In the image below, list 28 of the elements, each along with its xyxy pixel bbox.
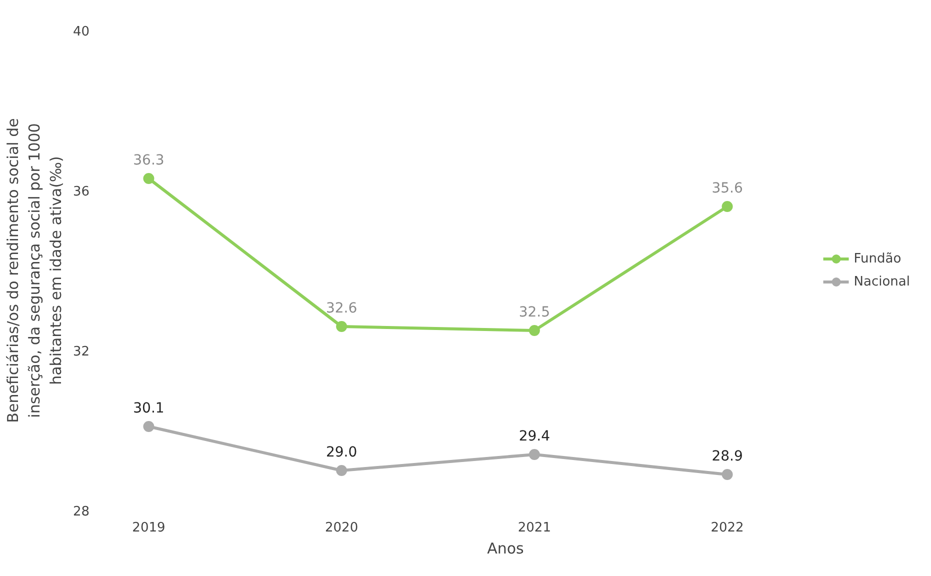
y-tick-label: 40 (72, 24, 90, 40)
point (336, 465, 348, 476)
point (143, 421, 154, 432)
y-tick-label: 36 (72, 184, 90, 200)
point (722, 469, 733, 480)
data-label: 29.4 (518, 428, 550, 444)
x-tick-label: 2022 (710, 520, 744, 536)
point (336, 321, 348, 332)
point (528, 325, 540, 336)
y-tick-label: 28 (72, 504, 90, 520)
data-label: 35.6 (712, 180, 743, 196)
data-label: 30.1 (133, 400, 164, 416)
y-axis-title: Beneficiárias/os do rendimento social de inserção, da segurança social por 1000 habitantes em idade ativa(‰) (4, 118, 65, 423)
data-label: 32.6 (326, 300, 358, 316)
point (528, 449, 540, 460)
data-label: 28.9 (712, 448, 743, 464)
point (722, 201, 733, 212)
data-label: 29.0 (326, 444, 358, 460)
x-tick-label: 2021 (518, 520, 551, 536)
x-tick-label: 2019 (132, 520, 166, 536)
legend-label: Nacional (854, 274, 910, 289)
data-label: 32.5 (518, 304, 550, 320)
x-tick-label: 2020 (325, 520, 358, 536)
data-label: 36.3 (133, 152, 164, 168)
x-axis-title: Anos (487, 540, 524, 558)
legend-label: Fundão (854, 251, 902, 266)
y-tick-label: 32 (72, 344, 90, 360)
point (143, 173, 154, 184)
